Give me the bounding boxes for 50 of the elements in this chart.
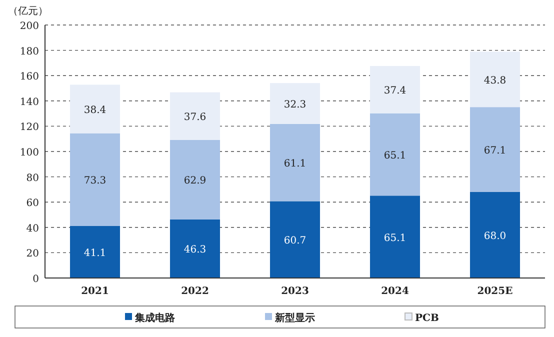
y-tick-label: 120	[20, 122, 39, 134]
bar	[170, 140, 220, 220]
legend-label: PCB	[415, 313, 439, 324]
data-label: 65.1	[384, 150, 406, 162]
bar	[470, 192, 520, 278]
y-tick-label: 0	[32, 274, 39, 285]
x-tick-label: 2023	[281, 286, 309, 297]
data-label: 68.0	[484, 230, 506, 242]
y-axis-title: （亿元）	[8, 6, 48, 17]
data-label: 37.4	[384, 86, 406, 97]
y-tick-label: 200	[20, 21, 39, 32]
y-tick-label: 60	[26, 198, 39, 210]
y-tick-label: 160	[20, 72, 39, 83]
bar	[370, 113, 420, 196]
bar	[470, 107, 520, 192]
bar	[270, 124, 320, 202]
bar	[470, 52, 520, 108]
bar	[170, 219, 220, 278]
x-tick-label: 2025E	[477, 286, 514, 297]
y-tick-label: 20	[26, 248, 39, 260]
x-tick-label: 2024	[381, 286, 409, 297]
bar	[170, 92, 220, 140]
y-tick-label: 80	[26, 172, 39, 184]
data-label: 62.9	[184, 176, 206, 187]
bar	[270, 83, 320, 124]
data-label: 38.4	[84, 104, 106, 116]
y-tick-label: 180	[20, 46, 39, 58]
data-label: 61.1	[284, 158, 306, 170]
bar	[370, 66, 420, 114]
bar	[70, 133, 120, 226]
data-label: 41.1	[84, 248, 106, 260]
data-label: 43.8	[484, 75, 506, 86]
bar	[270, 201, 320, 278]
y-tick-label: 40	[26, 223, 39, 234]
data-label: 65.1	[384, 232, 406, 244]
data-label: 37.6	[184, 112, 206, 124]
data-label: 60.7	[284, 236, 306, 247]
data-label: 73.3	[84, 176, 106, 187]
bar	[70, 84, 120, 134]
x-tick-label: 2022	[181, 286, 209, 297]
bar	[70, 226, 120, 278]
legend-label: 集成电路	[134, 312, 175, 324]
data-label: 32.3	[284, 99, 306, 110]
x-tick-label: 2021	[81, 286, 109, 297]
y-tick-label: 100	[20, 148, 39, 158]
data-label: 67.1	[484, 146, 506, 157]
legend-label: 新型显示	[274, 312, 315, 324]
y-tick-label: 140	[20, 96, 39, 108]
data-label: 46.3	[184, 244, 206, 256]
bar	[370, 196, 420, 278]
